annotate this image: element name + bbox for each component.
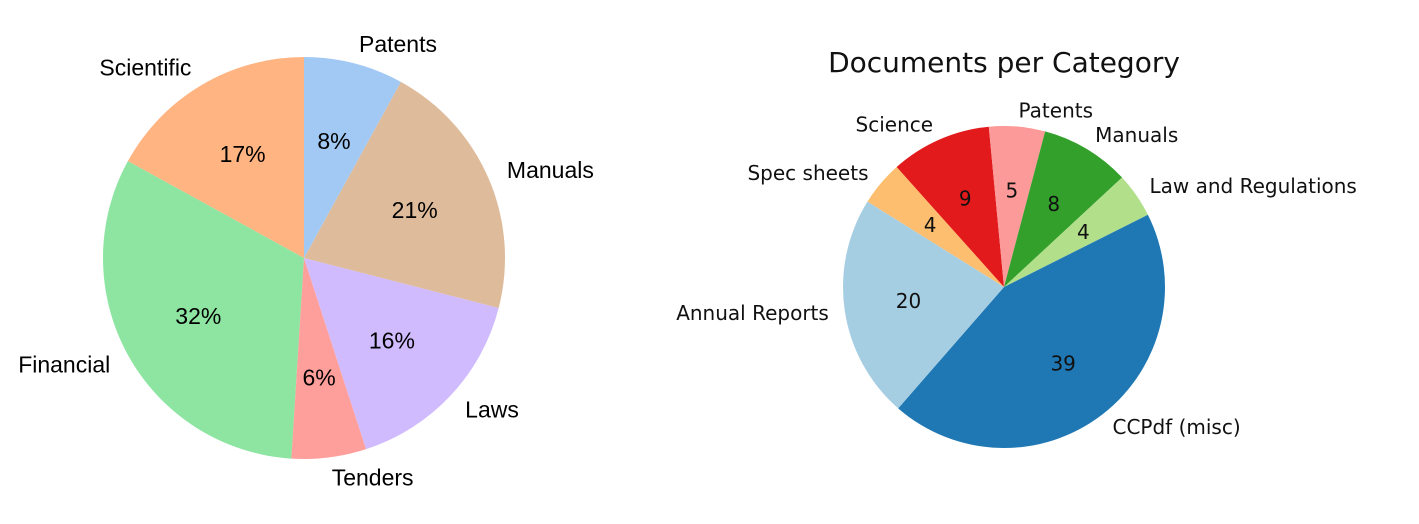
slice-value-label-scientific: 17% xyxy=(220,141,266,167)
slice-category-label-scientific: Scientific xyxy=(99,55,191,81)
pie-slice-patents xyxy=(988,126,1046,287)
slice-category-label-patents: Patents xyxy=(1019,98,1094,122)
slice-value-label-patents: 8% xyxy=(317,128,350,154)
slice-value-label-patents: 5 xyxy=(1006,179,1019,203)
slice-value-label-annual-reports: 20 xyxy=(896,289,921,313)
slice-value-label-manuals: 21% xyxy=(392,197,438,223)
slice-category-label-financial: Financial xyxy=(18,352,110,378)
slice-value-label-science: 9 xyxy=(959,186,972,210)
pie-slice-manuals xyxy=(1004,131,1123,287)
pie-slice-science xyxy=(896,126,1004,287)
slice-category-label-annual-reports: Annual Reports xyxy=(676,301,829,325)
slice-value-label-manuals: 8 xyxy=(1047,192,1060,216)
slice-category-label-ccpdf-misc: CCPdf (misc) xyxy=(1112,415,1240,439)
slice-value-label-spec-sheets: 4 xyxy=(924,213,937,237)
slice-category-label-law-and-regulations: Law and Regulations xyxy=(1150,174,1357,198)
slice-value-label-financial: 32% xyxy=(175,303,221,329)
pie-slice-law-and-regulations xyxy=(1004,177,1148,287)
slice-category-label-manuals: Manuals xyxy=(1095,123,1178,147)
pie-slice-patents xyxy=(304,57,401,258)
pie-slice-manuals xyxy=(304,81,505,308)
pie-slice-financial xyxy=(103,161,305,459)
slice-category-label-patents: Patents xyxy=(359,31,437,57)
pie-slice-annual-reports xyxy=(842,201,1004,409)
slice-value-label-laws: 16% xyxy=(369,328,415,354)
slice-value-label-tenders: 6% xyxy=(302,365,335,391)
chart-title: Documents per Category xyxy=(828,46,1180,79)
pie-slice-tenders xyxy=(291,258,367,459)
pie-slice-laws xyxy=(304,258,499,450)
pie-chart-right: Documents per Category 4 Spec sheets 9 Scie… xyxy=(676,46,1357,448)
slice-category-label-science: Science xyxy=(856,113,934,137)
slice-category-label-manuals: Manuals xyxy=(507,157,594,183)
slice-category-label-laws: Laws xyxy=(465,396,519,422)
pie-slice-spec-sheets xyxy=(867,167,1004,287)
pie-slice-scientific xyxy=(127,57,304,258)
slice-value-label-ccpdf-misc: 39 xyxy=(1050,351,1075,375)
slice-category-label-tenders: Tenders xyxy=(332,464,414,490)
pie-slice-ccpdf-misc xyxy=(898,214,1165,448)
slice-category-label-spec-sheets: Spec sheets xyxy=(747,161,868,185)
slice-value-label-law-and-regulations: 4 xyxy=(1077,220,1090,244)
pie-chart-left: 17% Scientific 32% Financial 6% Tenders 16% Law… xyxy=(18,31,594,491)
